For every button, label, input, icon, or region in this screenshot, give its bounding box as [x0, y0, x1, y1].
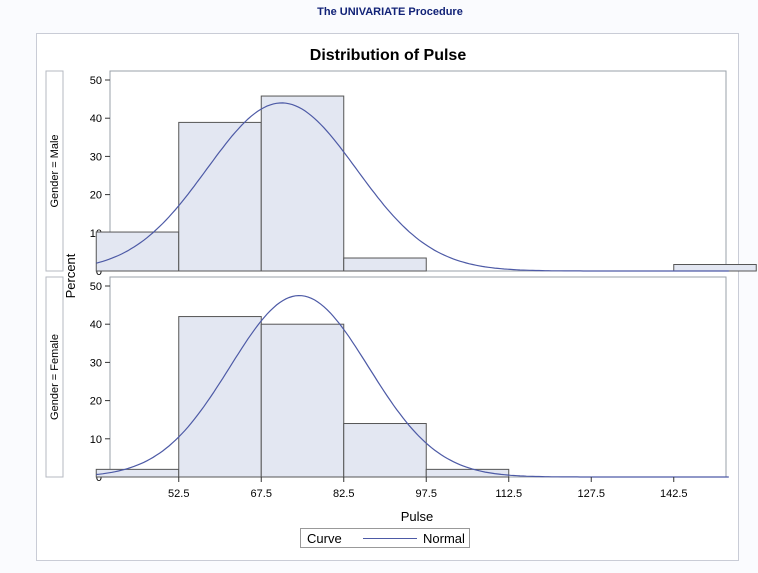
x-tick-label: 52.5	[168, 488, 189, 500]
panel-label: Gender = Male	[49, 134, 61, 207]
histogram-bar	[343, 257, 427, 272]
y-tick-label: 50	[90, 75, 102, 87]
legend: Curve Normal	[300, 528, 470, 548]
legend-normal-label: Normal	[423, 531, 465, 546]
x-tick-label: 112.5	[495, 488, 522, 500]
y-tick-label: 0	[96, 266, 102, 278]
legend-normal-swatch	[363, 538, 417, 539]
y-tick-label: 20	[90, 396, 102, 408]
x-axis-label: Pulse	[401, 509, 434, 524]
histogram-bar	[178, 316, 262, 478]
histogram-bar	[343, 423, 427, 478]
histogram-bar	[260, 95, 345, 272]
normal-curve	[96, 102, 729, 272]
histogram-bar	[178, 121, 262, 272]
procedure-title: The UNIVARIATE Procedure	[317, 6, 463, 18]
y-axis-label: Percent	[63, 253, 78, 298]
y-tick-label: 40	[90, 319, 102, 331]
x-tick-label: 142.5	[660, 488, 688, 500]
y-tick-label: 30	[90, 151, 102, 163]
chart-title: Distribution of Pulse	[310, 47, 467, 64]
histogram-bar	[673, 264, 757, 272]
y-tick-label: 0	[96, 472, 102, 484]
y-tick-label: 50	[90, 281, 102, 293]
histogram-bar	[425, 468, 510, 478]
panel-label-strip	[45, 70, 64, 272]
y-tick-label: 40	[90, 113, 102, 125]
y-tick-label: 20	[90, 190, 102, 202]
x-tick-label: 82.5	[333, 488, 354, 500]
panel-label-strip	[45, 276, 64, 478]
panel-label: Gender = Female	[49, 334, 61, 420]
histogram-bar	[95, 231, 180, 272]
legend-title: Curve	[307, 531, 342, 546]
x-tick-label: 97.5	[416, 488, 437, 500]
x-tick-label: 127.5	[577, 488, 605, 500]
x-tick-label: 67.5	[251, 488, 272, 500]
histogram-bar	[260, 323, 345, 478]
y-tick-label: 10	[90, 434, 102, 446]
normal-curve	[96, 294, 729, 478]
y-tick-label: 30	[90, 357, 102, 369]
